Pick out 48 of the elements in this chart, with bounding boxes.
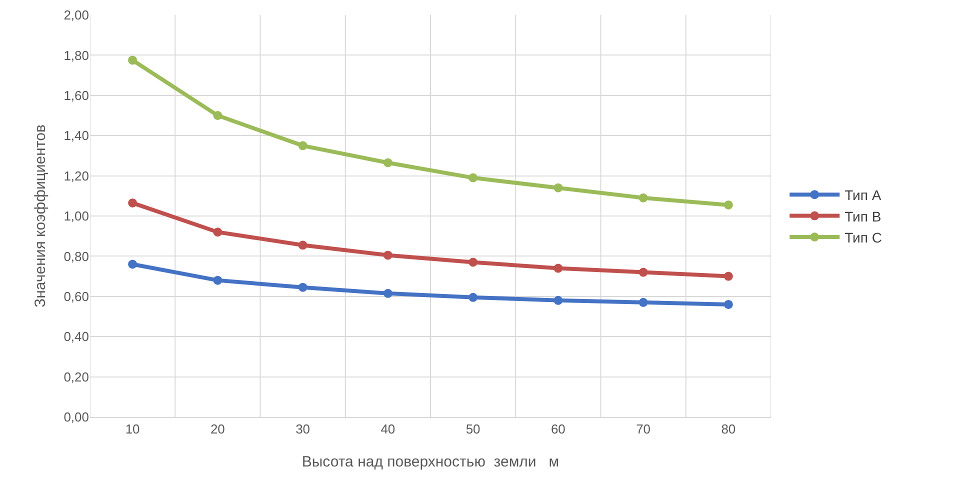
y-tick-label: 1,80 xyxy=(64,48,89,63)
point xyxy=(298,240,308,250)
point xyxy=(724,300,733,309)
y-tick-label: 1,60 xyxy=(64,88,89,103)
point xyxy=(213,228,222,237)
x-axis-title: Высота над поверхностью земли м xyxy=(302,454,560,471)
legend-label: Тип C xyxy=(844,229,882,246)
y-axis-title: Значения коэффициентов xyxy=(32,124,49,308)
point xyxy=(468,173,478,182)
y-tick-label: 0,40 xyxy=(64,329,89,344)
x-tick-label: 80 xyxy=(721,422,736,437)
x-tick-label: 50 xyxy=(466,422,480,437)
point xyxy=(128,260,138,269)
point xyxy=(724,200,733,210)
x-tick-label: 10 xyxy=(125,422,140,437)
x-tick-label: 20 xyxy=(210,422,225,437)
y-tick-label: 0,00 xyxy=(64,410,89,425)
y-tick-label: 0,80 xyxy=(64,248,89,264)
point xyxy=(298,141,308,150)
point xyxy=(213,276,222,285)
point xyxy=(213,111,222,120)
y-tick-label: 1,00 xyxy=(64,208,89,224)
point xyxy=(468,292,478,302)
point xyxy=(128,198,138,208)
y-tick-label: 1,20 xyxy=(64,168,89,184)
point xyxy=(638,193,648,202)
legend-label: Тип A xyxy=(844,187,882,204)
point xyxy=(638,268,648,277)
point xyxy=(468,258,478,267)
legend-label: Тип B xyxy=(844,208,882,224)
point xyxy=(128,56,138,65)
point xyxy=(383,250,392,260)
point xyxy=(383,288,392,298)
y-tick-label: 0,60 xyxy=(64,288,89,304)
x-tick-label: 40 xyxy=(380,422,396,437)
point xyxy=(554,264,563,273)
x-tick-label: 30 xyxy=(296,422,310,437)
y-tick-label: 2,00 xyxy=(64,8,89,23)
y-tick-label: 0,20 xyxy=(64,369,89,384)
point xyxy=(554,183,563,192)
point xyxy=(554,296,563,305)
point xyxy=(638,298,648,307)
point xyxy=(724,272,733,281)
x-tick-label: 60 xyxy=(550,422,566,437)
x-tick-label: 70 xyxy=(636,422,651,437)
point xyxy=(383,158,392,168)
y-tick-label: 1,40 xyxy=(64,128,89,144)
point xyxy=(298,282,308,292)
